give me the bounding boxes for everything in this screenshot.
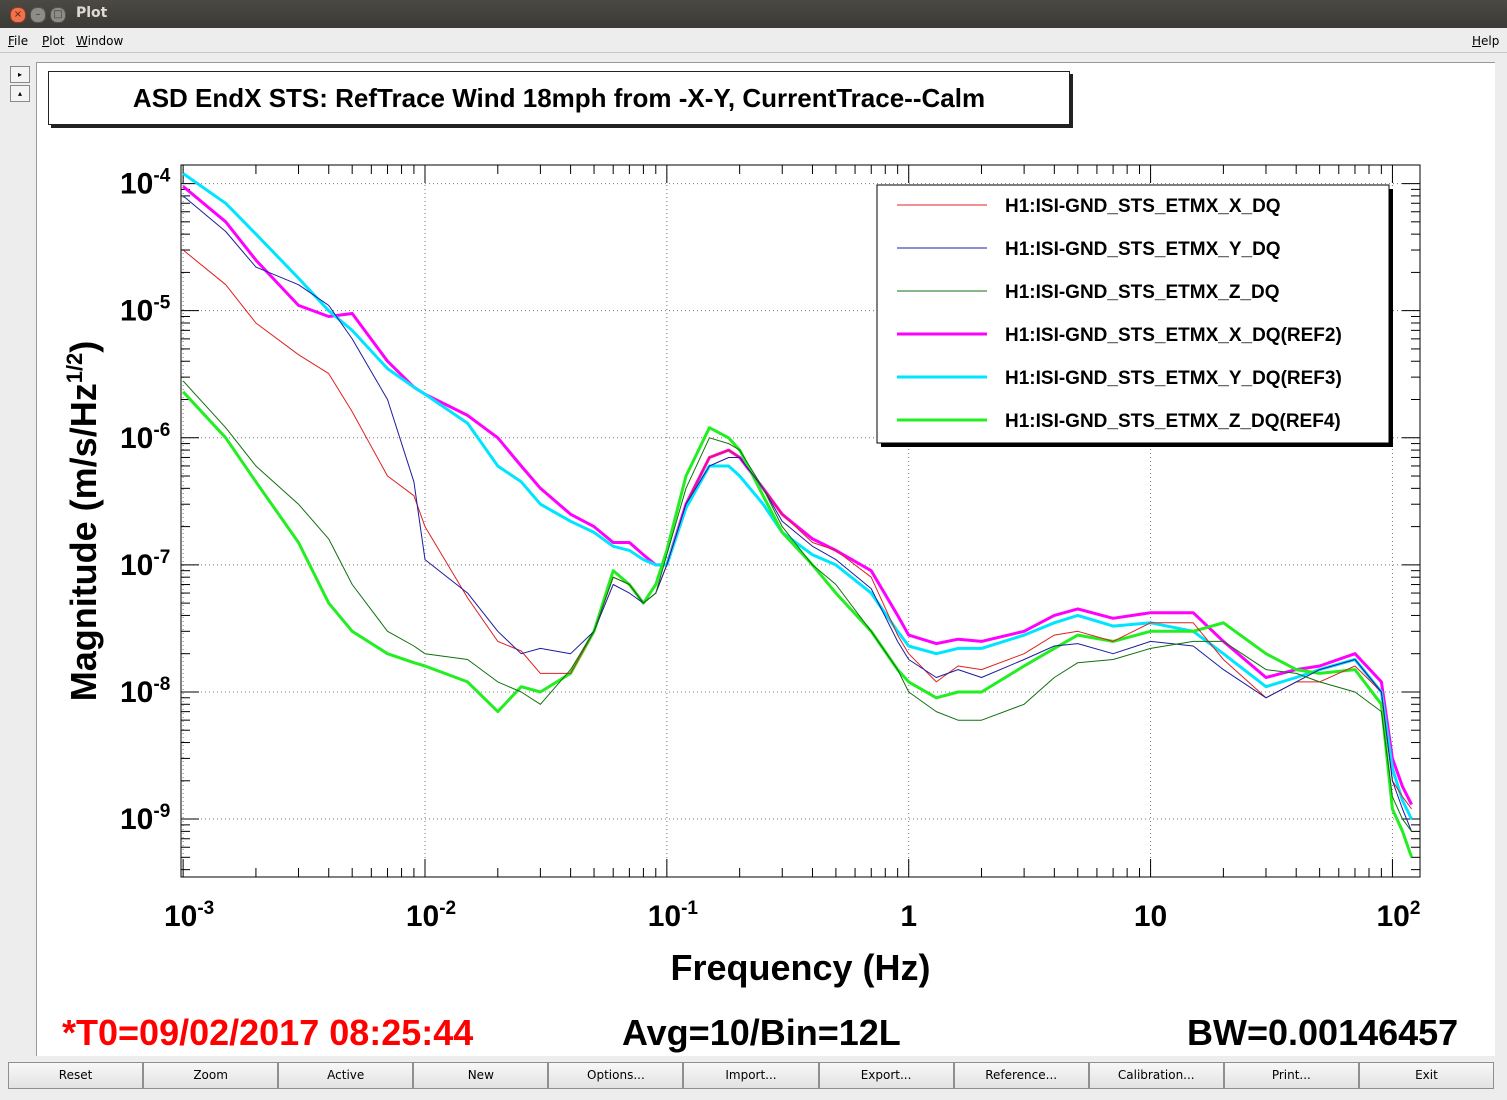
y-tick-label: 10-4 (120, 166, 171, 201)
minimize-window-icon[interactable]: – (30, 7, 46, 23)
legend-label: H1:ISI-GND_STS_ETMX_X_DQ(REF2) (1005, 325, 1342, 346)
x-tick-label: 10-3 (164, 898, 214, 933)
calibration-button[interactable]: Calibration... (1088, 1062, 1224, 1089)
menu-file[interactable]: File (8, 34, 29, 48)
y-tick-label: 10-6 (120, 420, 170, 455)
reset-button[interactable]: Reset (8, 1062, 144, 1089)
y-axis-label: Magnitude (m/s/Hz1/2) (62, 341, 104, 702)
menu-help[interactable]: Help (1472, 34, 1500, 48)
y-tick-label: 10-8 (120, 674, 170, 709)
y-tick-label: 10-5 (120, 293, 171, 328)
y-tick-label: 10-7 (120, 547, 170, 582)
plot-title: ASD EndX STS: RefTrace Wind 18mph from -… (48, 71, 1070, 125)
menu-plot[interactable]: Plot (42, 34, 65, 48)
maximize-window-icon[interactable]: □ (50, 7, 66, 23)
x-tick-label: 10 (1134, 900, 1167, 933)
x-tick-label: 102 (1376, 898, 1420, 933)
left-panel: ▸ ▴ (0, 53, 36, 1059)
average-info: Avg=10/Bin=12L (622, 1012, 901, 1053)
reference-button[interactable]: Reference... (953, 1062, 1089, 1089)
legend-label: H1:ISI-GND_STS_ETMX_Z_DQ (1005, 282, 1280, 303)
window-titlebar: × – □ Plot (0, 0, 1507, 28)
t0-timestamp: *T0=09/02/2017 08:25:44 (62, 1012, 474, 1053)
new-button[interactable]: New (413, 1062, 549, 1089)
expand-arrow-icon[interactable]: ▸ (10, 66, 30, 83)
x-tick-label: 10-2 (406, 898, 456, 933)
y-tick-label: 10-9 (120, 801, 170, 836)
button-bar: Reset Zoom Active New Options... Import... Exp… (8, 1062, 1494, 1090)
x-axis-label: Frequency (Hz) (670, 947, 930, 988)
x-tick-label: 1 (900, 900, 917, 933)
collapse-arrow-icon[interactable]: ▴ (10, 85, 30, 102)
series-line (181, 390, 1414, 858)
menu-bar: File Plot Window Help (0, 28, 1507, 53)
menu-window[interactable]: Window (76, 34, 124, 48)
import-button[interactable]: Import... (683, 1062, 819, 1089)
legend-label: H1:ISI-GND_STS_ETMX_Y_DQ (1005, 239, 1281, 260)
print-button[interactable]: Print... (1223, 1062, 1359, 1089)
exit-button[interactable]: Exit (1358, 1062, 1494, 1089)
legend-label: H1:ISI-GND_STS_ETMX_Z_DQ(REF4) (1005, 411, 1341, 432)
x-tick-label: 10-1 (648, 898, 699, 933)
active-button[interactable]: Active (278, 1062, 414, 1089)
series-line (182, 380, 1413, 832)
options-button[interactable]: Options... (548, 1062, 684, 1089)
right-margin (1494, 53, 1507, 1059)
zoom-button[interactable]: Zoom (143, 1062, 279, 1089)
export-button[interactable]: Export... (818, 1062, 954, 1089)
window-title: Plot (76, 5, 108, 21)
close-window-icon[interactable]: × (10, 7, 26, 23)
series-line (182, 172, 1413, 820)
legend-label: H1:ISI-GND_STS_ETMX_Y_DQ(REF3) (1005, 368, 1342, 389)
bandwidth-info: BW=0.00146457 (1187, 1012, 1459, 1053)
legend-label: H1:ISI-GND_STS_ETMX_X_DQ (1005, 196, 1281, 217)
legend-box (876, 184, 1390, 444)
